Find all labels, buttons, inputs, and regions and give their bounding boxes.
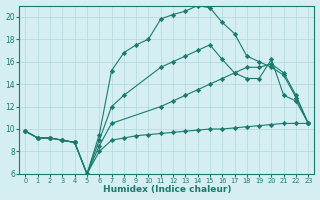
X-axis label: Humidex (Indice chaleur): Humidex (Indice chaleur): [103, 185, 231, 194]
